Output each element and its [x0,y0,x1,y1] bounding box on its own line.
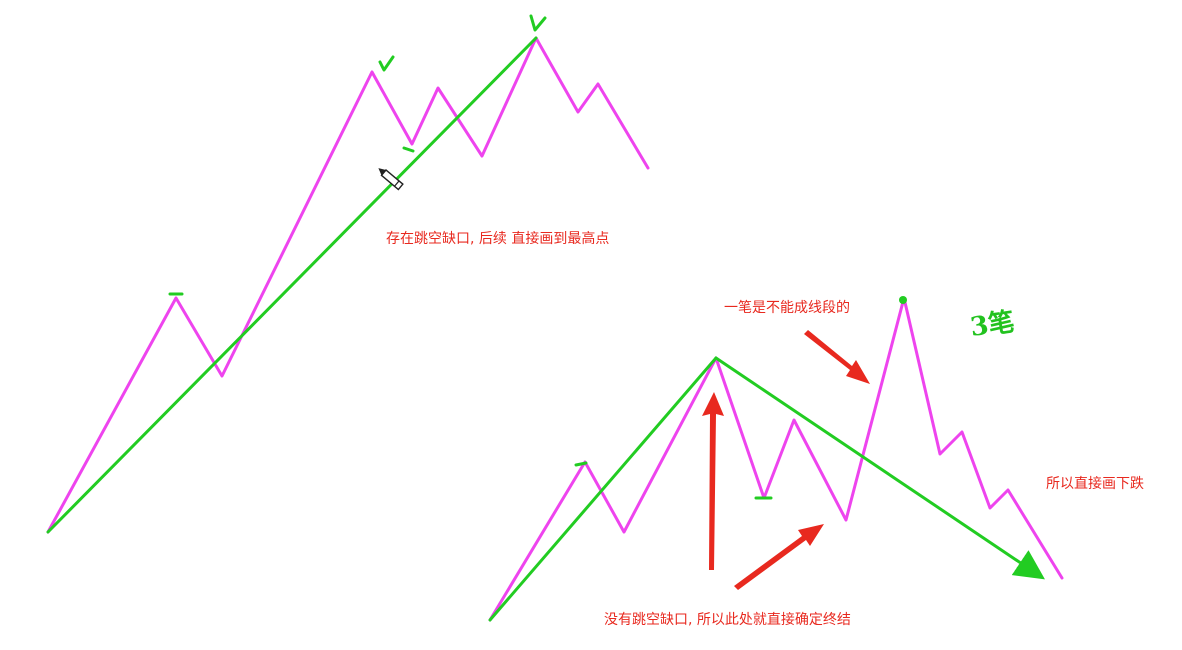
left-check-mark-1 [378,55,395,72]
annotation-one-stroke: 一笔是不能成线段的 [724,300,850,316]
pencil-cursor-icon [378,168,404,191]
left-price-zigzag [46,36,650,534]
red-arrow-diagonal-top [804,330,870,384]
right-peak-dot [899,296,907,304]
red-arrow-diagonal-bottom [734,524,824,590]
handwritten-three-strokes: 3笔 [968,307,1017,343]
annotation-gap-exists: 存在跳空缺口, 后续 直接画到最高点 [386,231,610,247]
right-tick-mark-1 [574,461,588,467]
left-segment-line [46,36,538,534]
right-up-segment-line [488,356,718,622]
annotation-no-gap: 没有跳空缺口, 所以此处就直接确定终结 [604,612,851,628]
red-arrow-up [702,392,724,570]
annotation-draw-downtrend: 所以直接画下跌 [1046,476,1144,492]
right-price-zigzag [488,296,1064,622]
left-tick-mark-2 [402,146,415,153]
right-down-segment-line [714,356,1045,580]
left-check-mark-2 [529,14,547,32]
